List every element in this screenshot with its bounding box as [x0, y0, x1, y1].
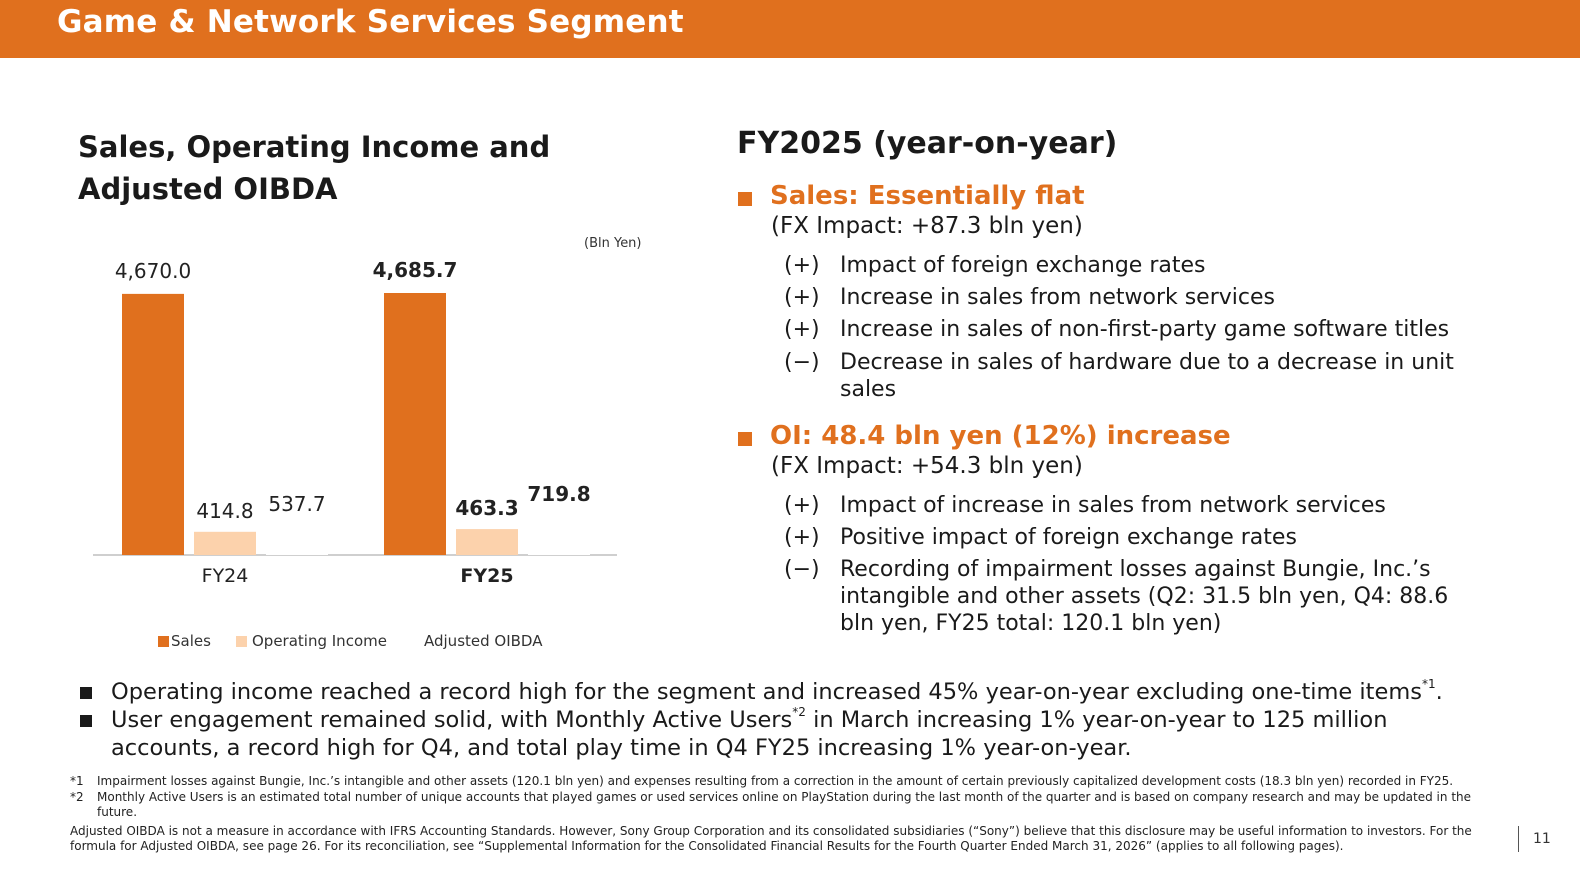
bullet-square-icon [80, 687, 92, 699]
bar-sales-fy24 [122, 293, 184, 555]
legend-operating-income: Operating Income [236, 632, 387, 650]
legend-sales: Sales [158, 632, 211, 650]
summary-text: Operating income reached a record high f… [111, 677, 1443, 705]
plus-marker: (+) [784, 493, 820, 518]
data-label-adjusted-oibda-fy25: 719.8 [527, 482, 590, 506]
data-label-operating-income-fy25: 463.3 [455, 496, 518, 520]
footnote: *2 Monthly Active Users is an estimated … [70, 790, 1490, 820]
sales-item: (+) Increase in sales from network servi… [784, 284, 1484, 311]
sales-item: (−) Decrease in sales of hardware due to… [784, 349, 1484, 403]
bar-adjusted-oibda-fy25 [528, 514, 590, 555]
sales-item-text: Impact of foreign exchange rates [840, 253, 1206, 278]
data-label-adjusted-oibda-fy24: 537.7 [268, 492, 325, 516]
chart-unit: (Bln Yen) [584, 236, 642, 251]
page-header: Game & Network Services Segment [0, 0, 1580, 58]
summary-bullet: Operating income reached a record high f… [80, 678, 1500, 706]
section-marker-sales [738, 192, 752, 206]
legend-label-sales: Sales [171, 632, 211, 650]
sales-item-text: Decrease in sales of hardware due to a d… [840, 350, 1454, 402]
plus-marker: (+) [784, 317, 820, 342]
legend-label-adjusted-oibda: Adjusted OIBDA [424, 632, 543, 650]
chart-title: Sales, Operating Income and Adjusted OIB… [78, 130, 551, 206]
legend-label-operating-income: Operating Income [252, 632, 387, 650]
minus-marker: (−) [784, 557, 820, 582]
oi-fx-impact: (FX Impact: +54.3 bln yen) [771, 453, 1083, 479]
plus-marker: (+) [784, 285, 820, 310]
legend-swatch-adjusted-oibda [411, 635, 422, 647]
bar-adjusted-oibda-fy24 [266, 524, 328, 555]
page-number: 11 [1533, 831, 1551, 847]
right-title: FY2025 (year-on-year) [737, 126, 1118, 161]
plus-marker: (+) [784, 253, 820, 278]
bullet-square-icon [80, 715, 92, 727]
sales-fx-impact: (FX Impact: +87.3 bln yen) [771, 213, 1083, 239]
page-title: Game & Network Services Segment [57, 4, 684, 40]
oi-item: (+) Impact of increase in sales from net… [784, 492, 1484, 519]
legend-swatch-sales [158, 635, 169, 647]
oi-heading: OI: 48.4 bln yen (12%) increase [770, 421, 1231, 451]
sales-item-text: Increase in sales of non-first-party gam… [840, 317, 1450, 342]
bar-operating-income-fy25 [456, 529, 518, 555]
bar-sales-fy25 [384, 293, 446, 555]
oibda-note: Adjusted OIBDA is not a measure in accor… [70, 824, 1472, 853]
bar-chart: 4,670.0 414.8 537.7 FY24 4,685.7 463.3 719.8 FY… [93, 258, 617, 587]
data-label-sales-fy25: 4,685.7 [373, 258, 458, 282]
footnote-mark: *2 [70, 790, 84, 804]
oi-item: (−) Recording of impairment losses again… [784, 556, 1484, 637]
plus-marker: (+) [784, 525, 820, 550]
bar-operating-income-fy24 [194, 531, 256, 555]
legend-swatch-operating-income [236, 635, 247, 647]
section-marker-oi [738, 432, 752, 446]
sales-heading: Sales: Essentially flat [770, 181, 1085, 211]
sales-item: (+) Increase in sales of non-first-party… [784, 316, 1484, 343]
page-divider [1518, 826, 1519, 852]
legend-adjusted-oibda: Adjusted OIBDA [411, 632, 542, 650]
sales-item: (+) Impact of foreign exchange rates [784, 252, 1484, 279]
footnote-text: Monthly Active Users is an estimated tot… [97, 790, 1472, 819]
sales-item-text: Increase in sales from network services [840, 285, 1275, 310]
oi-item-text: Positive impact of foreign exchange rate… [840, 525, 1297, 550]
data-label-operating-income-fy24: 414.8 [196, 499, 253, 523]
minus-marker: (−) [784, 350, 820, 375]
category-label-fy25: FY25 [460, 565, 513, 587]
category-label-fy24: FY24 [202, 565, 249, 587]
data-label-sales-fy24: 4,670.0 [115, 259, 191, 283]
summary-text: User engagement remained solid, with Mon… [111, 705, 1388, 761]
footnote-mark: *1 [70, 774, 84, 788]
oi-item-text: Recording of impairment losses against B… [840, 557, 1449, 636]
summary-bullet: User engagement remained solid, with Mon… [80, 706, 1500, 762]
footnote: *1 Impairment losses against Bungie, Inc… [70, 774, 1490, 789]
oi-item: (+) Positive impact of foreign exchange … [784, 524, 1484, 551]
footnote-text: Impairment losses against Bungie, Inc.’s… [97, 774, 1454, 788]
oi-item-text: Impact of increase in sales from network… [840, 493, 1386, 518]
